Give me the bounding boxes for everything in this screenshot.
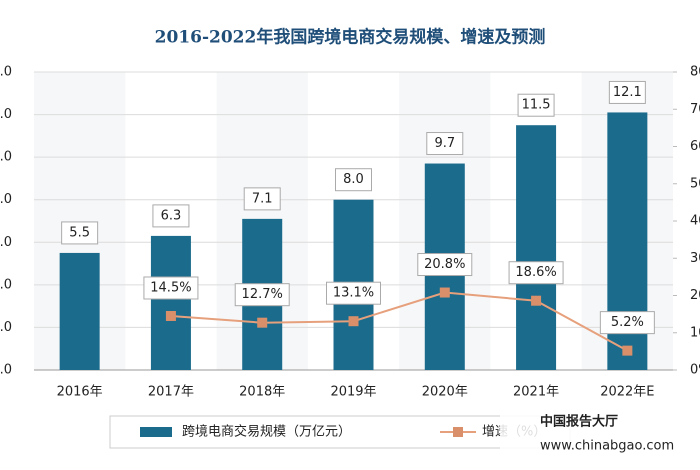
bar-value-label: 12.1 [613, 85, 642, 100]
bar [516, 125, 557, 370]
line-value-label-box [599, 311, 655, 335]
y-tick-label: 14.0 [0, 65, 12, 80]
bar-value-label-box [61, 221, 99, 245]
chart-title: 2016-2022年我国跨境电商交易规模、增速及预测 [155, 27, 546, 48]
line-marker [622, 345, 633, 356]
bar-value-label: 7.1 [252, 191, 273, 206]
bar-value-label: 11.5 [522, 98, 551, 113]
bar-value-label-box [335, 168, 372, 192]
line-marker [531, 295, 542, 306]
line-value-label-box [234, 283, 290, 307]
legend-label: 跨境电商交易规模（万亿元） [182, 424, 351, 440]
y2-tick-label: 40% [690, 214, 700, 229]
y-tick-label: 2.0 [0, 320, 12, 335]
bar-value-label: 5.5 [69, 225, 90, 240]
x-tick-label: 2017年 [148, 385, 194, 400]
y2-tick-label: 10% [690, 325, 700, 340]
line-value-label: 13.1% [333, 286, 374, 301]
line-marker [439, 287, 450, 298]
legend-swatch [140, 427, 172, 437]
x-tick-label: 2016年 [57, 385, 103, 400]
line-value-label: 12.7% [242, 287, 283, 302]
y-tick-label: 12.0 [0, 107, 12, 122]
y-tick-label: 10.0 [0, 150, 12, 165]
line-value-label-box [508, 261, 564, 285]
line-value-label-box [326, 281, 381, 305]
bar-value-label: 8.0 [343, 172, 364, 187]
y2-tick-label: 30% [690, 251, 700, 266]
bar [59, 252, 100, 370]
line-marker [165, 310, 176, 321]
bar-value-label: 9.7 [434, 136, 455, 151]
x-tick-label: 2020年 [422, 385, 468, 400]
bar-value-label-box [152, 204, 190, 228]
line-value-label: 20.8% [424, 257, 465, 272]
line-value-label-box [417, 253, 473, 277]
watermark-url: www.chinabgao.com [540, 439, 674, 454]
y2-tick-label: 0% [690, 363, 700, 378]
watermark-bg [500, 406, 700, 458]
line-value-label: 18.6% [515, 265, 556, 280]
legend-swatch [453, 427, 463, 437]
bar [150, 235, 191, 370]
y2-tick-label: 70% [690, 102, 700, 117]
bar-value-label-box [608, 80, 646, 104]
y-tick-label: 4.0 [0, 277, 12, 292]
line [170, 291, 628, 352]
line-value-label-box [143, 276, 199, 300]
y2-tick-label: 80% [690, 65, 700, 80]
line-value-label: 14.5% [150, 280, 191, 295]
line-marker [348, 316, 359, 327]
line-marker [257, 317, 268, 328]
bar-value-label-box [243, 187, 281, 211]
y-tick-label: 8.0 [0, 192, 12, 207]
y2-tick-label: 20% [690, 288, 700, 303]
y2-tick-label: 50% [690, 176, 700, 191]
y-tick-label: 0.0 [0, 363, 12, 378]
x-tick-label: 2022年E [600, 385, 654, 400]
bar-value-label-box [426, 132, 464, 156]
x-tick-label: 2018年 [239, 385, 285, 400]
bar-value-label: 6.3 [161, 208, 182, 223]
watermark: 中国报告大厅 [540, 414, 618, 430]
legend-frame [109, 415, 571, 449]
y2-tick-label: 60% [690, 139, 700, 154]
x-tick-label: 2019年 [330, 385, 376, 400]
line-value-label: 5.2% [611, 315, 644, 330]
bar-value-label-box [517, 93, 555, 117]
y-tick-label: 6.0 [0, 235, 12, 250]
x-tick-label: 2021年 [513, 385, 559, 400]
